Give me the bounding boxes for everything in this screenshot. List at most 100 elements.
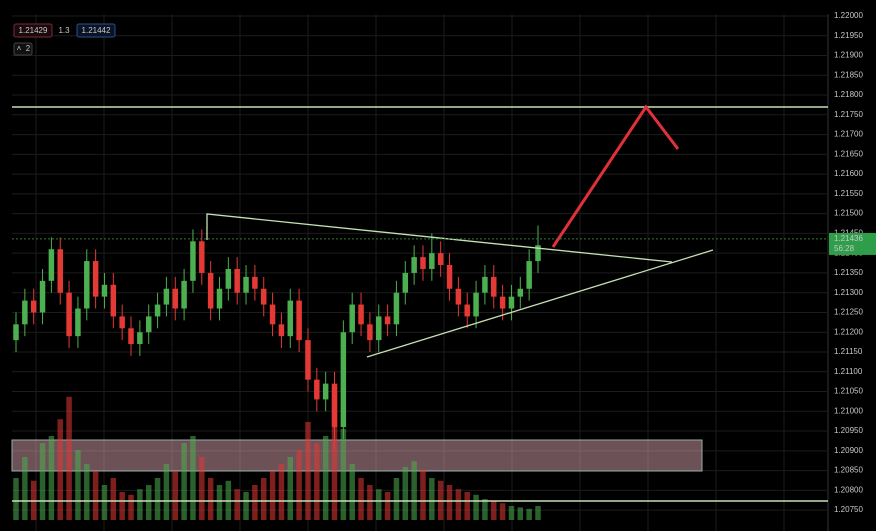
candle-body (181, 280, 187, 309)
triangle-upper (206, 213, 673, 263)
volume-bar (340, 429, 347, 520)
candle-body (278, 324, 285, 337)
candle-body (473, 292, 479, 317)
volume-bar (243, 492, 249, 520)
volume-bar (57, 419, 63, 520)
volume-bar (22, 457, 28, 520)
volume-bar (429, 478, 435, 520)
candle-body (491, 276, 497, 297)
candle-body (39, 280, 46, 313)
candle-body (110, 284, 117, 317)
volume-bar (376, 489, 382, 520)
candle-body (252, 276, 258, 289)
volume-bar (199, 457, 205, 520)
volume-bar (314, 443, 320, 520)
volume-bar (172, 471, 178, 520)
candle-body (429, 253, 435, 269)
volume-bar (358, 478, 364, 520)
y-tick-label: 1.21300 (834, 288, 863, 297)
candle-body (260, 288, 267, 305)
candle-body (367, 324, 373, 341)
candle-body (411, 257, 417, 273)
volume-bar (84, 464, 90, 520)
ask-box[interactable] (76, 23, 116, 38)
zone-box (11, 439, 703, 472)
last-price-box (829, 232, 876, 255)
y-tick-label: 1.21700 (834, 130, 863, 139)
candle-body (322, 383, 329, 400)
volume-bar (296, 450, 302, 520)
volume-bar (499, 503, 506, 520)
volume-bar (39, 443, 46, 520)
volume-bar (508, 506, 515, 520)
candle-body (199, 241, 205, 273)
candle-body (314, 379, 320, 400)
ask: 1.21442 (82, 26, 111, 35)
y-tick-label: 1.20750 (834, 505, 863, 514)
y-tick-label: 1.21250 (834, 308, 863, 317)
volume-bar (287, 457, 294, 520)
candle-body (84, 261, 90, 309)
volume-bar (154, 478, 161, 520)
candle-body (446, 265, 453, 289)
volume-bar (92, 471, 99, 520)
candle-body (66, 292, 72, 337)
volume-bar (269, 471, 276, 520)
y-tick-label: 1.20900 (834, 446, 863, 455)
candle-body (216, 288, 223, 309)
volume-bar (48, 436, 55, 520)
candle-body (145, 316, 152, 333)
y-tick-label: 1.21750 (834, 110, 863, 119)
volume-bar (384, 492, 391, 520)
indicator-toggle[interactable] (13, 42, 33, 56)
y-tick-label: 1.21200 (834, 327, 863, 336)
candle-body (172, 288, 178, 309)
candle-body (243, 276, 249, 293)
volume-bar (163, 464, 170, 520)
y-tick-label: 1.21000 (834, 406, 863, 415)
candle-body (119, 316, 125, 329)
candle-body (92, 261, 99, 297)
spread: 1.3 (58, 26, 70, 35)
candle-body (376, 316, 382, 341)
candle-body (402, 272, 409, 293)
y-tick-label: 1.20950 (834, 426, 863, 435)
volume-bar (207, 478, 214, 520)
volume-bar (535, 506, 541, 520)
candle-body (234, 268, 240, 293)
candle-body (358, 304, 364, 325)
volume-bar (420, 469, 426, 520)
volume-bar (145, 485, 152, 520)
volume-bar (491, 500, 497, 520)
volume-bar (482, 499, 488, 520)
candle-body (349, 304, 355, 333)
volume-bar (260, 478, 267, 520)
candle-body (499, 296, 506, 309)
y-tick-label: 1.21800 (834, 90, 863, 99)
candle-body (128, 328, 134, 345)
candle-body (48, 249, 55, 281)
triangle-lower (366, 249, 714, 358)
volume-bar (66, 396, 72, 520)
candle-body (22, 300, 28, 325)
candle-body (13, 324, 19, 341)
y-tick-label: 1.21600 (834, 169, 863, 178)
bid: 1.21429 (19, 26, 48, 35)
volume-bar (119, 492, 125, 520)
candle-body (190, 241, 196, 281)
bid-box[interactable] (13, 23, 53, 38)
volume-bar (455, 489, 462, 520)
candle-body (101, 284, 108, 297)
candle-body (30, 300, 37, 313)
volume-bar (402, 466, 409, 520)
candle-body (225, 268, 232, 289)
volume-bar (181, 443, 187, 520)
candle-body (269, 304, 276, 325)
volume-bar (517, 507, 524, 520)
candle-body (75, 308, 81, 337)
last-price: 1.21436 (834, 234, 863, 243)
volume-bar (13, 478, 19, 520)
y-tick-label: 1.21350 (834, 268, 863, 277)
candle-body (305, 340, 311, 380)
